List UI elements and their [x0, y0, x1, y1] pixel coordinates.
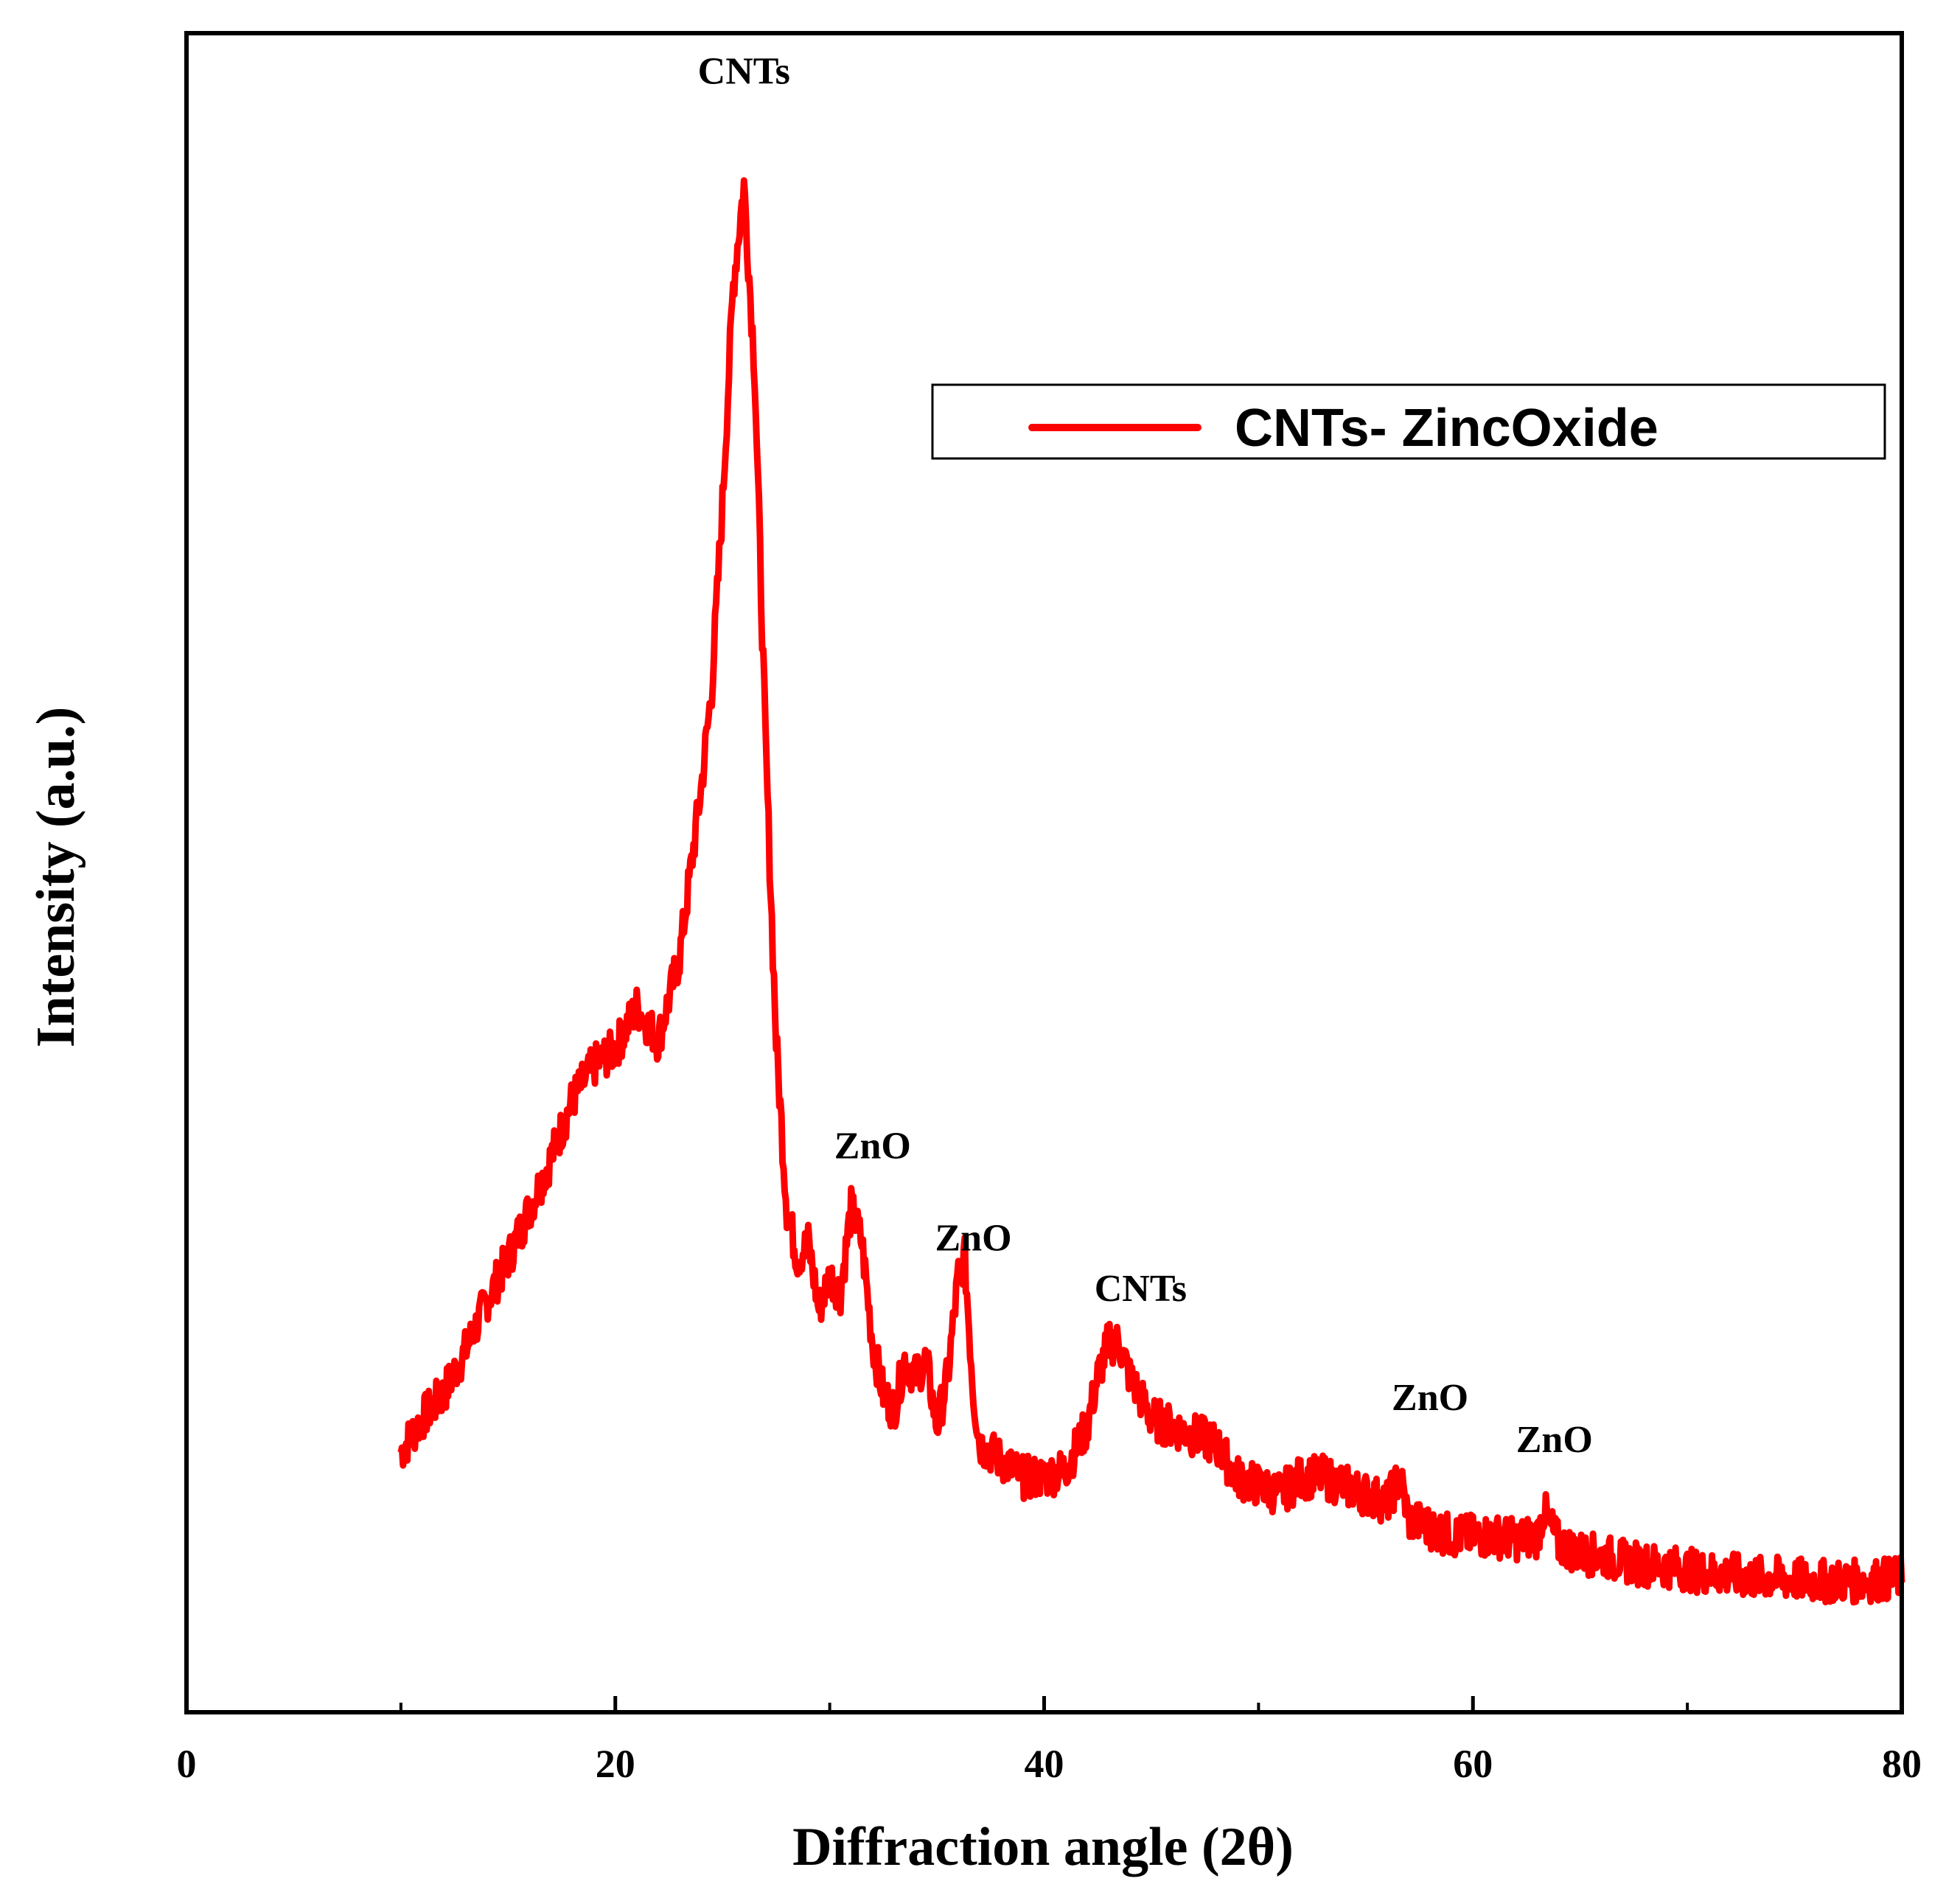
annotations: CNTs ZnO ZnO CNTs ZnO ZnO — [698, 50, 1593, 1461]
x-tick-label: 80 — [1882, 1742, 1922, 1786]
peak-annotation: ZnO — [1516, 1419, 1593, 1461]
peak-annotation: CNTs — [1095, 1268, 1187, 1310]
plot-area — [397, 177, 1905, 1606]
y-axis-title: Intensity (a.u.) — [26, 707, 86, 1048]
x-tick-label: 40 — [1025, 1742, 1064, 1786]
legend-box — [931, 383, 1886, 460]
x-tick-label: 20 — [596, 1742, 635, 1786]
peak-annotation: ZnO — [935, 1218, 1011, 1260]
x-tick-label: 60 — [1453, 1742, 1493, 1786]
x-tick-label: 0 — [177, 1742, 197, 1786]
peak-annotation: ZnO — [834, 1125, 911, 1167]
peak-annotation: CNTs — [698, 50, 790, 92]
x-axis-title: Diffraction angle (2θ) — [792, 1817, 1294, 1877]
series-line-cnts-zincoxide — [397, 177, 1905, 1606]
x-axis: 0 20 40 60 80 — [177, 1696, 1922, 1786]
peak-annotation: ZnO — [1392, 1377, 1468, 1419]
plot-frame — [184, 31, 1904, 1714]
legend: CNTs- ZincOxide — [931, 383, 1886, 460]
legend-label: CNTs- ZincOxide — [1235, 399, 1659, 458]
